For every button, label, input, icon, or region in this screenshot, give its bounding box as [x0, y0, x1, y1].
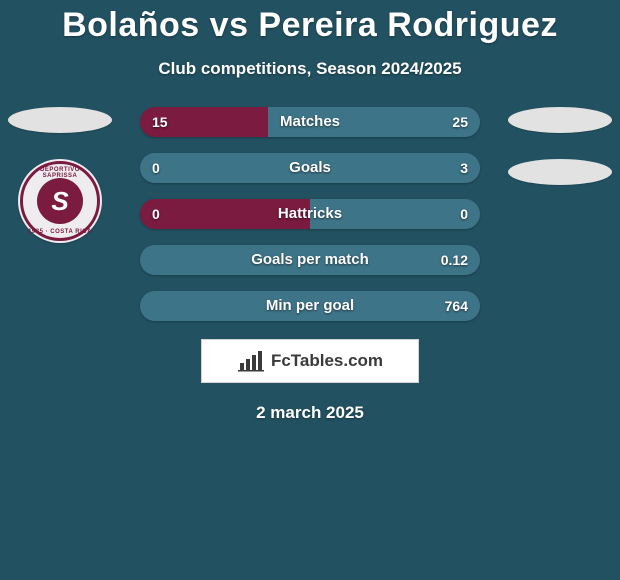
stat-row: Matches1525 — [140, 107, 480, 137]
stat-bar-right-fill — [140, 245, 480, 275]
stat-bar-right-fill — [140, 153, 480, 183]
stat-bar-right-fill — [310, 199, 480, 229]
page-title: Bolaños vs Pereira Rodriguez — [0, 6, 620, 45]
stat-bar-right-fill — [140, 291, 480, 321]
stat-row: Goals03 — [140, 153, 480, 183]
page-subtitle: Club competitions, Season 2024/2025 — [0, 59, 620, 79]
player-right-photo-placeholder — [508, 107, 612, 133]
club-badge-arc-top: DEPORTIVO SAPRISSA — [23, 167, 97, 179]
comparison-stage: DEPORTIVO SAPRISSA S 1935 · COSTA RICA M… — [0, 107, 620, 321]
player-left-photo-placeholder — [8, 107, 112, 133]
stat-bar-track — [140, 199, 480, 229]
stat-bar-track — [140, 153, 480, 183]
stat-bar-left-fill — [140, 107, 268, 137]
brand-box: FcTables.com — [201, 339, 419, 383]
stat-row: Hattricks00 — [140, 199, 480, 229]
brand-chart-icon — [237, 350, 265, 372]
stat-row: Min per goal764 — [140, 291, 480, 321]
stat-bar-track — [140, 291, 480, 321]
stat-row: Goals per match0.12 — [140, 245, 480, 275]
player-right-club-placeholder — [508, 159, 612, 185]
club-badge-left: DEPORTIVO SAPRISSA S 1935 · COSTA RICA — [18, 159, 102, 243]
stat-bar-left-fill — [140, 199, 310, 229]
stat-bars: Matches1525 Goals03 Hattricks00 Goals per m… — [140, 107, 480, 321]
club-badge-arc-bottom: 1935 · COSTA RICA — [23, 229, 97, 235]
stat-bar-right-fill — [268, 107, 481, 137]
stat-bar-track — [140, 245, 480, 275]
brand-text: FcTables.com — [271, 351, 383, 371]
club-badge-letter: S — [37, 178, 83, 224]
club-badge-ring: DEPORTIVO SAPRISSA S 1935 · COSTA RICA — [20, 161, 100, 241]
stat-bar-track — [140, 107, 480, 137]
date-line: 2 march 2025 — [0, 403, 620, 423]
